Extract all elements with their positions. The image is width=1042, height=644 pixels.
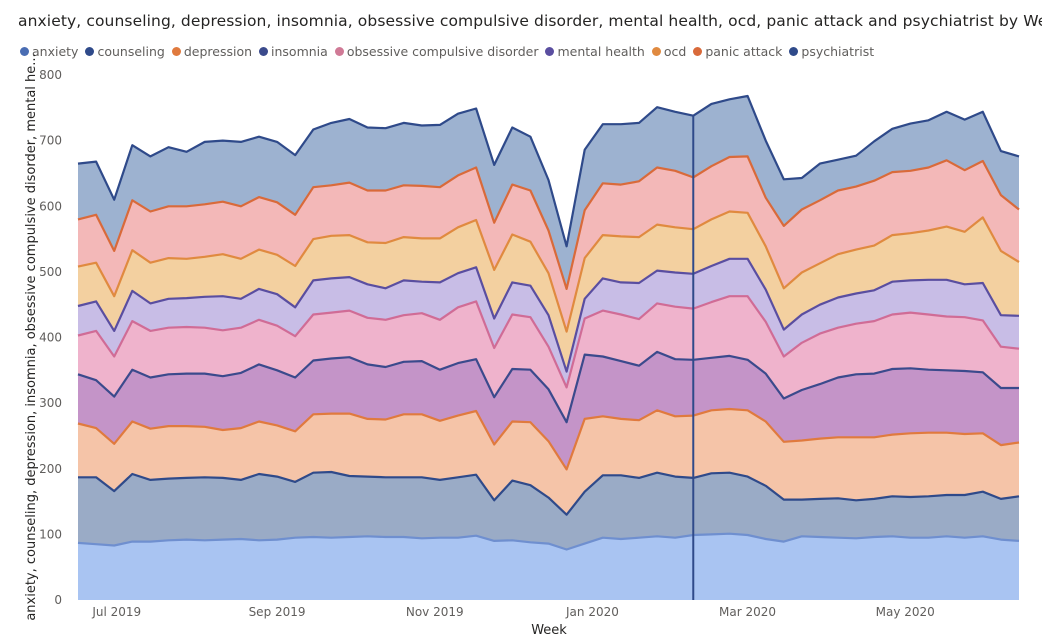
x-tick-label: Jan 2020 (565, 605, 619, 619)
y-axis: 0 100 200 300 400 500 600 700 800 (39, 68, 62, 607)
x-tick-label: Nov 2019 (406, 605, 464, 619)
y-tick-label: 800 (39, 68, 62, 82)
legend-item-panic-attack[interactable]: panic attack (693, 44, 782, 59)
legend-item-mental-health[interactable]: mental health (545, 44, 645, 59)
y-tick-label: 400 (39, 331, 62, 345)
area-psychiatrist[interactable] (78, 96, 1019, 289)
line-insomnia (77, 350, 1019, 424)
legend-dot-icon (171, 47, 181, 56)
legend-item-psychiatrist[interactable]: psychiatrist (789, 44, 874, 59)
legend-item-obsessive-compulsive-disorder[interactable]: obsessive compulsive disorder (334, 44, 539, 59)
legend-label: obsessive compulsive disorder (346, 44, 539, 59)
y-tick-label: 500 (39, 265, 62, 279)
area-depression[interactable] (78, 409, 1019, 515)
legend-label: panic attack (705, 44, 783, 59)
y-tick-label: 200 (39, 462, 62, 476)
line-ocd (77, 210, 1020, 333)
line-obsessive-compulsive-disorder (77, 295, 1020, 389)
line-anxiety (77, 532, 1020, 551)
legend-dot-icon (20, 47, 29, 56)
x-tick-label: May 2020 (876, 605, 935, 619)
legend-item-counseling[interactable]: counseling (85, 44, 165, 59)
line-counseling (78, 470, 1020, 516)
legend-label: ocd (663, 44, 687, 59)
legend-dot-icon (651, 47, 661, 56)
legend-dot-icon (789, 47, 799, 56)
area-counseling[interactable] (78, 472, 1019, 550)
x-tick-label: Mar 2020 (719, 605, 776, 619)
x-axis: Jul 2019 Sep 2019 Nov 2019 Jan 2020 Mar 2020… (91, 605, 934, 619)
legend-label: mental health (557, 44, 645, 59)
legend-label: anxiety (32, 44, 79, 59)
legend-item-depression[interactable]: depression (171, 44, 253, 59)
x-axis-title: Week (531, 623, 567, 638)
area-ocd[interactable] (78, 211, 1019, 372)
area-obsessive-compulsive-disorder[interactable] (78, 296, 1019, 423)
legend-label: depression (183, 44, 253, 59)
y-tick-label: 0 (54, 593, 62, 607)
area-insomnia[interactable] (78, 351, 1019, 470)
legend-label: psychiatrist (801, 44, 875, 59)
legend-dot-icon (693, 47, 703, 56)
legend-item-anxiety[interactable]: anxiety (20, 44, 78, 59)
y-tick-label: 600 (39, 199, 62, 213)
legend-label: counseling (97, 44, 165, 59)
chart-legend: anxiety counseling depression insomnia o… (20, 44, 881, 59)
y-tick-label: 300 (39, 396, 62, 410)
legend-item-insomnia[interactable]: insomnia (259, 44, 328, 59)
x-tick-label: Sep 2019 (249, 605, 306, 619)
area-lines (77, 94, 1020, 551)
line-panic-attack (77, 155, 1020, 290)
y-tick-label: 700 (39, 134, 62, 148)
y-tick-label: 100 (39, 527, 62, 541)
legend-label: insomnia (271, 44, 328, 59)
line-depression (77, 407, 1020, 471)
legend-dot-icon (259, 47, 269, 56)
chart-title: anxiety, counseling, depression, insomni… (18, 12, 1042, 30)
area-anxiety[interactable] (78, 533, 1019, 600)
line-mental-health (77, 257, 1020, 373)
x-tick-label: Jul 2019 (91, 605, 141, 619)
legend-dot-icon (85, 47, 95, 56)
line-psychiatrist (77, 94, 1020, 248)
legend-dot-icon (545, 47, 555, 56)
y-axis-title: anxiety, counseling, depression, insomni… (24, 53, 39, 620)
legend-item-ocd[interactable]: ocd (651, 44, 687, 59)
legend-dot-icon (334, 47, 344, 56)
